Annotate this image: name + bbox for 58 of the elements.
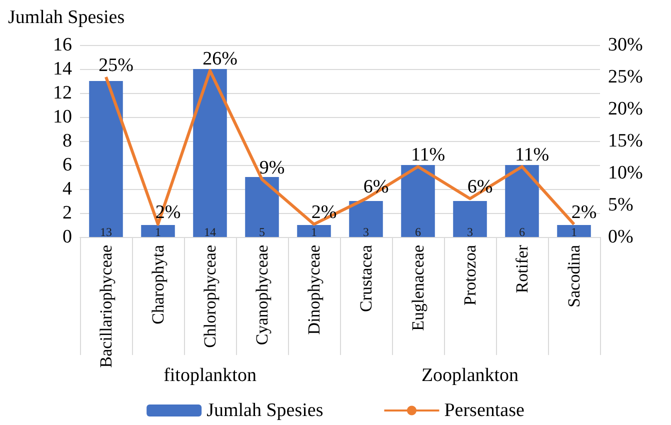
- y2-tick-label: 30%: [608, 34, 643, 56]
- y-tick-label: 0: [62, 226, 72, 248]
- x-tick-label: Dinophyceae: [304, 245, 324, 335]
- x-tick-label: Bacillariophyceae: [96, 245, 116, 368]
- data-label: 9%: [259, 157, 285, 178]
- y-axis-title: Jumlah Spesies: [8, 7, 125, 28]
- x-tick-label: Euglenaceae: [408, 245, 428, 331]
- data-label: 1: [571, 225, 577, 239]
- data-label: 26%: [202, 48, 238, 70]
- bar: [141, 225, 175, 237]
- data-label: 11%: [514, 144, 550, 166]
- y2-tick-label: 0%: [608, 226, 634, 248]
- y-tick-label: 12: [53, 82, 72, 104]
- y-tick-label: 14: [53, 58, 72, 80]
- y2-tick-label: 25%: [608, 66, 643, 88]
- y2-tick-label: 20%: [608, 98, 643, 120]
- bar: [557, 225, 591, 237]
- y2-tick-label: 5%: [608, 194, 634, 216]
- y-tick-label: 2: [62, 202, 72, 224]
- data-label: 2%: [311, 202, 337, 224]
- bar: [349, 201, 383, 237]
- bar: [453, 201, 487, 237]
- bar: [401, 165, 435, 237]
- y-tick-label: 10: [53, 106, 72, 128]
- x-tick-label: Rotifer: [512, 244, 532, 294]
- data-label: 2%: [571, 202, 597, 224]
- data-label: 14: [204, 225, 216, 239]
- y-tick-label: 6: [62, 154, 72, 176]
- y-tick-label: 8: [62, 130, 72, 152]
- x-tick-label: Sacodina: [564, 244, 584, 308]
- y-tick-label: 16: [53, 34, 72, 56]
- legend-label: Persentase: [444, 400, 524, 421]
- data-label: 6: [519, 225, 525, 239]
- x-tick-label: Charophyta: [148, 244, 168, 324]
- data-label: 13: [100, 225, 112, 239]
- text: fitoplankton: [164, 365, 257, 386]
- data-label: 25%: [98, 55, 134, 76]
- bar: [505, 165, 539, 237]
- x-tick-label: Chlorophyceae: [200, 245, 220, 348]
- bar: [245, 177, 279, 237]
- legend-label: Jumlah Spesies: [206, 400, 324, 421]
- data-label: 5: [259, 225, 265, 239]
- data-label: 1: [155, 225, 161, 239]
- y2-tick-label: 10%: [608, 162, 643, 184]
- data-label: 11%: [410, 144, 446, 166]
- bar: [193, 69, 227, 237]
- text: Zooplankton: [421, 365, 520, 386]
- y-tick-label: 4: [62, 178, 72, 200]
- x-tick-label: Crustacea: [356, 244, 376, 312]
- data-label: 1: [311, 225, 317, 239]
- x-tick-label: Protozoa: [460, 244, 480, 306]
- bar: [297, 225, 331, 237]
- bar: [89, 81, 123, 237]
- data-label: 6: [415, 225, 421, 239]
- data-label: 3: [363, 225, 369, 239]
- x-tick-label: Cyanophyceae: [252, 245, 272, 346]
- data-label: 3: [467, 225, 473, 239]
- y2-tick-label: 15%: [608, 130, 643, 152]
